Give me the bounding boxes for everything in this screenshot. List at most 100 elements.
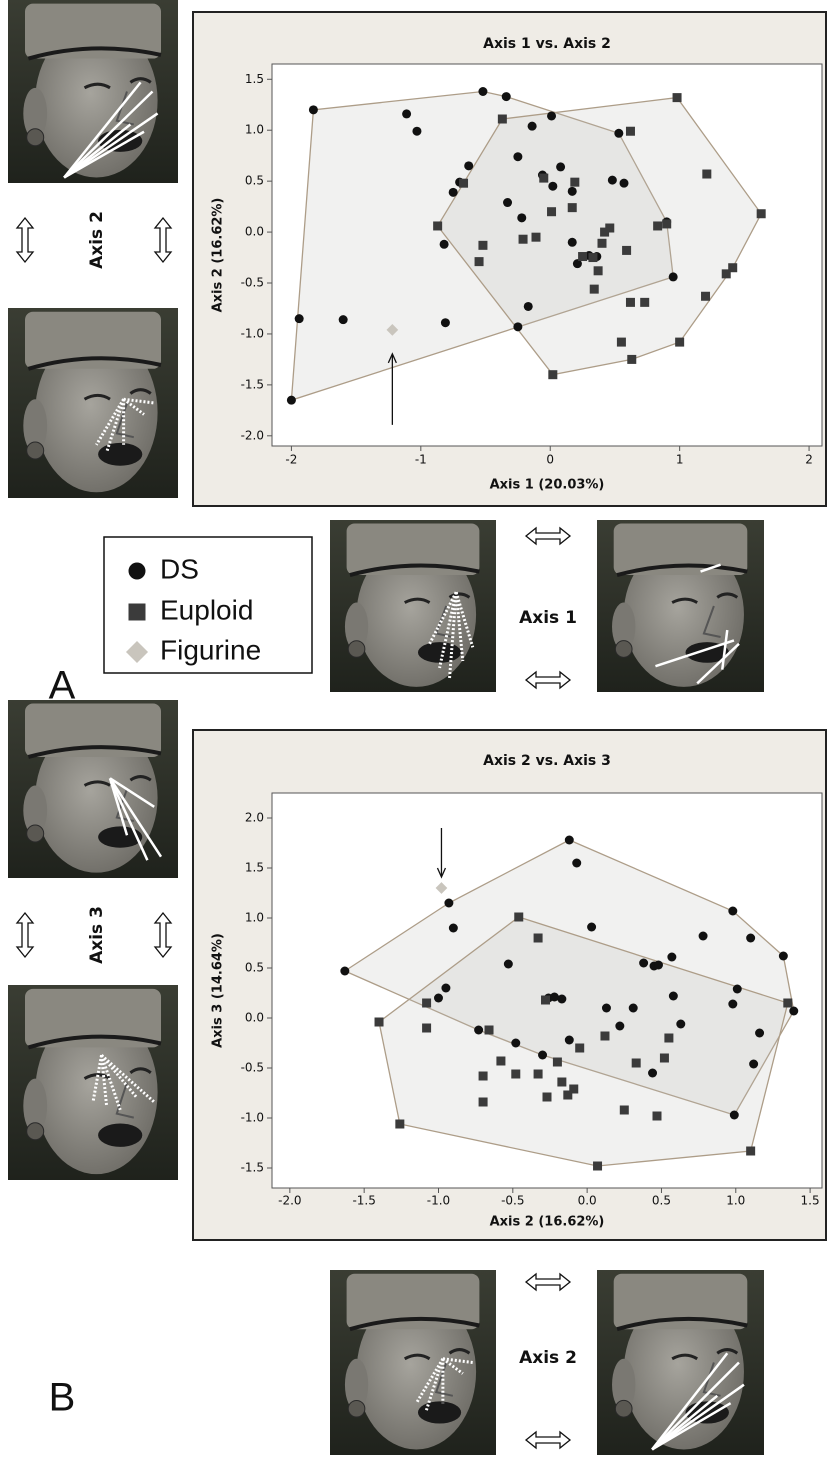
headband-line: [27, 356, 162, 371]
photo: [8, 985, 178, 1180]
headband: [613, 1273, 748, 1330]
headband-line: [27, 1034, 162, 1050]
landmark-line: [700, 563, 721, 573]
legend-label: DS: [160, 553, 199, 584]
point: [496, 1056, 506, 1066]
point: [578, 252, 588, 262]
point: [783, 998, 793, 1008]
landmark-line: [123, 397, 155, 405]
x-tick-label: -2: [285, 453, 297, 467]
point: [593, 1161, 603, 1171]
point: [511, 1069, 521, 1079]
double-arrow: [524, 670, 572, 690]
x-tick-label: 1.0: [726, 1194, 745, 1208]
point: [539, 173, 549, 183]
double-arrow: [524, 1430, 572, 1450]
headband: [346, 523, 480, 576]
eye: [716, 592, 739, 599]
side-axis-label: Axis 1: [519, 608, 577, 628]
x-tick-label: 0: [546, 453, 554, 467]
landmark-line: [721, 629, 729, 670]
point: [698, 931, 708, 941]
eye: [403, 1353, 431, 1361]
y-tick-label: -0.5: [241, 1061, 264, 1075]
eye: [83, 82, 111, 90]
point: [541, 995, 551, 1005]
point: [433, 221, 443, 231]
point: [563, 1090, 573, 1100]
y-axis-title: Axis 2 (16.62%): [211, 198, 226, 313]
point: [478, 1071, 488, 1081]
eye: [129, 1067, 152, 1074]
y-tick-label: 1.0: [245, 123, 264, 137]
point: [527, 121, 537, 131]
point: [593, 266, 603, 276]
point: [659, 1053, 669, 1063]
legend-marker: [128, 603, 146, 621]
point: [789, 1006, 799, 1016]
point: [474, 257, 484, 267]
ear: [344, 602, 369, 651]
x-tick-label: 1: [676, 453, 684, 467]
point: [503, 198, 513, 208]
eye: [83, 393, 111, 401]
earring: [26, 441, 45, 460]
chart-title: Axis 1 vs. Axis 2: [483, 36, 611, 52]
eye: [129, 77, 152, 84]
landmark-line: [100, 1054, 122, 1111]
eye: [129, 388, 152, 395]
landmark-line: [63, 112, 159, 179]
side-axis-label: Axis 2: [87, 211, 107, 269]
point: [513, 152, 523, 162]
point: [441, 983, 451, 993]
point: [308, 105, 318, 115]
x-tick-label: 0.5: [652, 1194, 671, 1208]
point: [444, 898, 454, 908]
point: [386, 324, 399, 336]
point: [547, 207, 557, 217]
eye: [671, 1353, 699, 1361]
photo: [597, 520, 764, 692]
landmark-line: [454, 591, 475, 648]
mouth: [685, 642, 729, 663]
point: [702, 169, 712, 179]
side-axis-label: Axis 3: [87, 906, 107, 964]
point: [676, 1019, 686, 1029]
headband-line: [616, 1316, 748, 1332]
point: [653, 960, 663, 970]
headband: [613, 523, 748, 576]
point: [639, 958, 649, 968]
landmark-line: [108, 777, 129, 836]
ear: [23, 1078, 48, 1134]
y-tick-label: -2.0: [241, 428, 264, 442]
landmark-line: [95, 398, 125, 446]
point: [721, 269, 731, 279]
point: [628, 1003, 638, 1013]
landmark-line: [122, 397, 145, 416]
headband-line: [349, 1316, 480, 1332]
landmark-line: [651, 1402, 732, 1451]
eye: [129, 775, 152, 782]
y-tick-label: -1.0: [241, 1111, 264, 1125]
point: [619, 178, 629, 188]
x-tick-label: -1.0: [427, 1194, 450, 1208]
point: [728, 999, 738, 1009]
landmark-line: [108, 777, 149, 861]
earring: [614, 640, 633, 658]
point: [652, 1111, 662, 1121]
plot-area: [271, 792, 823, 1189]
landmark-line: [100, 1055, 109, 1107]
point: [570, 177, 580, 187]
y-tick-label: 1.5: [245, 861, 264, 875]
headband-line: [349, 563, 480, 577]
landmark-line: [63, 130, 145, 179]
point: [648, 1068, 658, 1078]
x-tick-label: -1: [415, 453, 427, 467]
point: [542, 1092, 552, 1102]
point: [589, 284, 599, 294]
nose: [702, 1362, 721, 1397]
point: [548, 370, 558, 380]
ear: [612, 1358, 636, 1411]
point: [478, 1097, 488, 1107]
